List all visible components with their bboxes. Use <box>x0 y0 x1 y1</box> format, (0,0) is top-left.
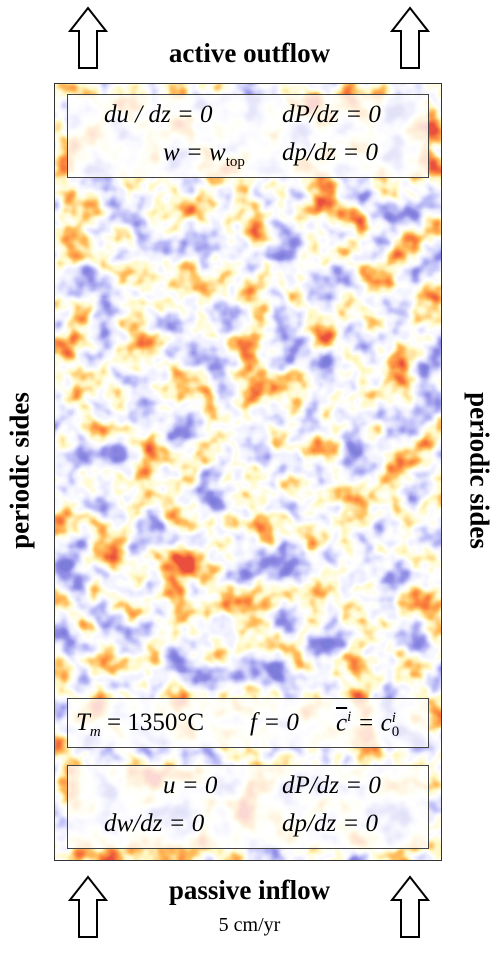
top-bc-du-dz: du / dz = 0 <box>104 101 213 128</box>
mid-bc-f: f = 0 <box>250 709 299 736</box>
right-label: periodic sides <box>464 392 495 549</box>
c-sup: i <box>347 709 352 725</box>
t-symbol: T <box>76 709 90 736</box>
w-sub-top: top <box>225 154 245 170</box>
c-mid: = c <box>351 709 392 737</box>
bottom-bc-dp-dz: dp/dz = 0 <box>282 810 379 837</box>
top-label: active outflow <box>168 38 331 68</box>
bottom-bc-dw-dz: dw/dz = 0 <box>104 810 205 837</box>
top-bc-w-wtop: w = wtop <box>163 139 245 171</box>
c-sub: 0 <box>391 723 400 740</box>
arrow-top-right-icon <box>390 6 430 69</box>
arrow-bottom-left-icon <box>68 875 108 938</box>
w-eq-text: w = w <box>163 139 226 166</box>
mid-bc-temperature: Tm = 1350°C <box>76 709 204 741</box>
c-sup2: i <box>391 709 396 726</box>
arrow-top-left-icon <box>68 6 108 69</box>
bottom-bc-box: u = 0 dP/dz = 0 dw/dz = 0 dp/dz = 0 <box>67 765 429 849</box>
bottom-bc-u: u = 0 <box>163 772 218 799</box>
top-bc-dp-dz: dp/dz = 0 <box>282 139 379 166</box>
t-subscript: m <box>89 724 101 740</box>
top-bc-dP-dz: dP/dz = 0 <box>282 101 381 128</box>
bottom-sublabel: 5 cm/yr <box>218 914 281 936</box>
bottom-bc-dP-dz: dP/dz = 0 <box>282 772 381 799</box>
c-bar: c <box>336 709 348 737</box>
bottom-label: passive inflow <box>168 875 331 905</box>
model-domain: du / dz = 0 dP/dz = 0 w = wtop dp/dz = 0… <box>54 83 442 861</box>
t-value: = 1350°C <box>100 709 205 736</box>
arrow-bottom-right-icon <box>390 875 430 938</box>
top-bc-box: du / dz = 0 dP/dz = 0 w = wtop dp/dz = 0 <box>67 94 429 178</box>
left-label: periodic sides <box>4 392 35 549</box>
